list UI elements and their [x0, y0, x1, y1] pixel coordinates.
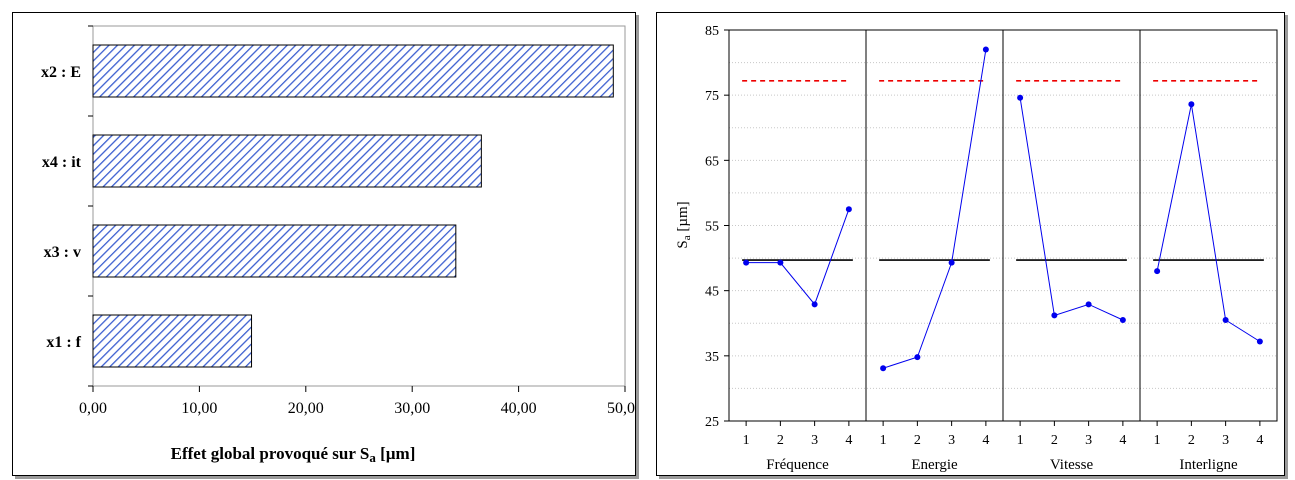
data-point	[1256, 338, 1263, 345]
series-line	[746, 209, 850, 306]
bar-x-tick-label: 40,00	[501, 400, 537, 417]
bar-chart: 0,00 10,00 20,00 30,00 40,00 50,00 x2 : E x4 :…	[41, 25, 635, 465]
bar-category-label: x1 : f	[46, 334, 81, 351]
line-y-tick-label: 55	[705, 220, 719, 235]
bar-x-tick-label: 50,00	[607, 400, 635, 417]
bar-x-tick-label: 10,00	[181, 400, 217, 417]
bar-category-label: x2 : E	[41, 64, 81, 81]
series-line	[1019, 97, 1124, 321]
line-y-tick-label: 25	[705, 415, 719, 430]
level-label: 3	[1222, 433, 1229, 448]
data-point	[811, 301, 818, 308]
data-point	[1085, 301, 1092, 308]
level-label: 2	[1188, 433, 1195, 448]
line-y-axis-title: Sa [µm]	[675, 201, 693, 248]
data-point	[1154, 268, 1161, 275]
bar-x-tick-label: 30,00	[394, 400, 430, 417]
bar-category-label: x3 : v	[44, 244, 81, 261]
data-point	[845, 206, 852, 213]
line-y-tick-label: 75	[705, 89, 719, 104]
bar	[92, 134, 482, 188]
level-label: 4	[982, 433, 989, 448]
bar-x-tick-label: 0,00	[79, 400, 107, 417]
group-label: Vitesse	[1050, 457, 1094, 473]
data-point	[880, 365, 887, 372]
series-line	[882, 49, 987, 369]
series-line	[1156, 104, 1261, 342]
bar-chart-panel: 0,00 10,00 20,00 30,00 40,00 50,00 x2 : E x4 :…	[12, 12, 636, 476]
group-label: Interligne	[1179, 457, 1238, 473]
data-point	[1017, 94, 1024, 101]
level-label: 2	[777, 433, 784, 448]
level-label: 2	[914, 433, 921, 448]
bar-x-axis-title: Effet global provoqué sur Sa [µm]	[171, 444, 416, 465]
data-point	[1051, 312, 1058, 319]
data-point	[1119, 316, 1126, 323]
level-label: 1	[1154, 433, 1161, 448]
line-y-tick-label: 85	[705, 24, 719, 39]
level-label: 1	[880, 433, 887, 448]
data-point	[914, 354, 921, 361]
level-label: 3	[1085, 433, 1092, 448]
level-label: 4	[1119, 433, 1126, 448]
level-label: 3	[811, 433, 818, 448]
level-label: 1	[743, 433, 750, 448]
level-label: 3	[948, 433, 955, 448]
line-y-tick-label: 45	[705, 285, 719, 300]
group-label: Fréquence	[766, 457, 829, 473]
bar	[92, 44, 614, 98]
line-chart-panel: 25 35 45 55 65 75 85 1 2 3 4 Fréquence 1 2 3 4 Energie 1 2…	[656, 12, 1285, 476]
data-point	[1188, 101, 1195, 108]
data-point	[1222, 316, 1229, 323]
level-label: 4	[1256, 433, 1263, 448]
bar	[92, 224, 457, 278]
data-point	[743, 259, 750, 266]
bar-category-label: x4 : it	[42, 154, 82, 171]
level-label: 1	[1017, 433, 1024, 448]
data-point	[948, 259, 955, 266]
line-y-tick-label: 65	[705, 154, 719, 169]
level-label: 2	[1051, 433, 1058, 448]
line-chart: 25 35 45 55 65 75 85 1 2 3 4 Fréquence 1 2 3 4 Energie 1 2…	[675, 24, 1278, 473]
level-label: 4	[845, 433, 852, 448]
bar	[92, 314, 253, 368]
line-y-tick-label: 35	[705, 350, 719, 365]
data-point	[982, 46, 989, 53]
group-label: Energie	[911, 457, 958, 473]
data-point	[777, 259, 784, 266]
bar-x-tick-label: 20,00	[288, 400, 324, 417]
